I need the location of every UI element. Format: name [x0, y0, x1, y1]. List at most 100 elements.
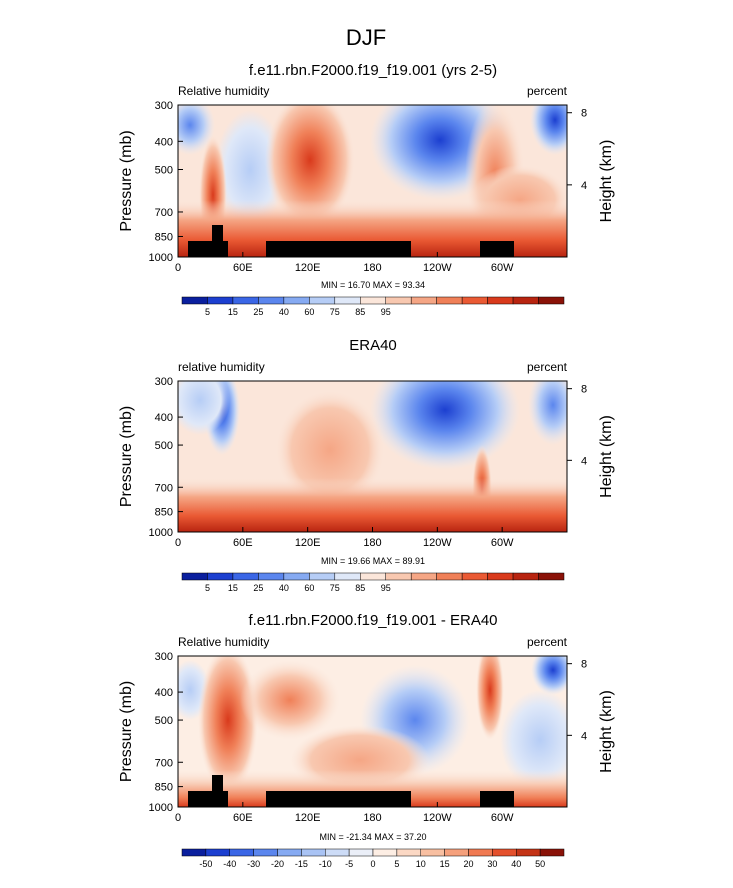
colorbar-label: 60: [304, 583, 314, 593]
y-tick-label: 300: [155, 100, 173, 112]
height-axis-title: Height (km): [598, 690, 615, 773]
colorbar-label: 40: [511, 859, 521, 869]
colorbar-label: -15: [295, 859, 308, 869]
colorbar-label: 75: [330, 583, 340, 593]
panel-title: f.e11.rbn.F2000.f19_f19.001 (yrs 2-5): [249, 62, 497, 79]
y-tick-label: 700: [155, 482, 173, 494]
x-tick-label: 120E: [295, 262, 321, 274]
colorbar-swatch: [516, 848, 541, 857]
colorbar-swatch: [410, 572, 437, 581]
height-tick-label: 8: [581, 108, 587, 120]
colorbar-swatch: [229, 848, 254, 857]
colorbar-swatch: [253, 848, 278, 857]
colorbar-swatch: [258, 572, 285, 581]
x-tick-label: 60W: [491, 262, 514, 274]
contour-field: [178, 381, 567, 532]
colorbar-label: -40: [223, 859, 236, 869]
y-axis-title: Pressure (mb): [118, 130, 135, 231]
colorbar-swatch: [309, 572, 336, 581]
colorbar-swatch: [232, 572, 259, 581]
colorbar-label: 20: [463, 859, 473, 869]
y-tick-label: 300: [155, 376, 173, 388]
y-tick-label: 700: [155, 207, 173, 219]
colorbar-label: 15: [228, 307, 238, 317]
x-tick-label: 60W: [491, 812, 514, 824]
min-max-stats: MIN = 19.66 MAX = 89.91: [321, 556, 425, 566]
colorbar-swatch: [461, 572, 488, 581]
colorbar-swatch: [385, 572, 412, 581]
colorbar-label: 40: [279, 307, 289, 317]
x-tick-label: 60E: [233, 537, 253, 549]
colorbar: 5 15 25 40 60 75 85 95: [181, 296, 565, 317]
colorbar-label: 75: [330, 307, 340, 317]
x-tick-label: 60W: [491, 537, 514, 549]
x-tick-label: 180: [363, 262, 381, 274]
terrain-mask: [188, 225, 514, 257]
x-tick-label: 120E: [295, 537, 321, 549]
y-tick-label: 400: [155, 412, 173, 424]
y-tick-label: 700: [155, 757, 173, 769]
colorbar-swatch: [492, 848, 517, 857]
colorbar-label: -50: [199, 859, 212, 869]
left-label: Relative humidity: [178, 635, 269, 649]
y-tick-label: 1000: [149, 802, 173, 814]
colorbar-label: 95: [381, 307, 391, 317]
height-tick-label: 8: [581, 384, 587, 396]
y-tick-label: 300: [155, 651, 173, 663]
colorbar-label: 5: [205, 307, 210, 317]
colorbar-swatch: [410, 296, 437, 305]
colorbar-swatch: [348, 848, 374, 857]
y-axis-title: Pressure (mb): [118, 406, 135, 507]
colorbar-label: -30: [247, 859, 260, 869]
colorbar-swatch: [283, 296, 310, 305]
colorbar-label: 95: [381, 583, 391, 593]
colorbar-swatch: [181, 848, 207, 857]
colorbar-swatch: [538, 296, 565, 305]
contour-field: [178, 656, 567, 807]
colorbar-swatch: [385, 296, 412, 305]
colorbar-swatch: [181, 296, 208, 305]
x-tick-label: 180: [363, 537, 381, 549]
colorbar: -50 -40 -30 -20 -15 -10 -5 0 5 10 15 20 30 40 50: [181, 848, 565, 869]
colorbar-swatch: [538, 572, 565, 581]
colorbar-label: 60: [304, 307, 314, 317]
height-axis-title: Height (km): [598, 415, 615, 498]
x-tick-label: 120W: [423, 537, 452, 549]
colorbar-label: 25: [253, 583, 263, 593]
colorbar-swatch: [461, 296, 488, 305]
y-tick-label: 500: [155, 164, 173, 176]
y-tick-label: 850: [155, 231, 173, 243]
colorbar-swatch: [420, 848, 445, 857]
height-tick-label: 4: [581, 180, 587, 192]
terrain-mask: [188, 775, 514, 807]
left-label: relative humidity: [178, 360, 265, 374]
y-tick-label: 850: [155, 507, 173, 519]
x-tick-label: 0: [175, 812, 181, 824]
y-tick-label: 1000: [149, 527, 173, 539]
height-tick-label: 4: [581, 455, 587, 467]
colorbar-swatch: [207, 296, 234, 305]
colorbar-label: 15: [228, 583, 238, 593]
x-tick-label: 120W: [423, 262, 452, 274]
panel-era40: ERA40 relative humidity percent 0 60E 120E…: [118, 337, 615, 593]
colorbar-label: 85: [355, 307, 365, 317]
colorbar-swatch: [512, 572, 539, 581]
height-axis-title: Height (km): [598, 140, 615, 223]
colorbar-label: 15: [440, 859, 450, 869]
panel-title: f.e11.rbn.F2000.f19_f19.001 - ERA40: [248, 612, 497, 629]
left-label: Relative humidity: [178, 84, 269, 98]
colorbar-swatch: [181, 572, 208, 581]
colorbar-swatch: [436, 296, 463, 305]
colorbar-label: 0: [370, 859, 375, 869]
right-label: percent: [527, 635, 568, 649]
colorbar-swatch: [360, 296, 386, 305]
colorbar-swatch: [468, 848, 493, 857]
y-axis-title: Pressure (mb): [118, 681, 135, 782]
colorbar-swatch: [309, 296, 336, 305]
colorbar-swatch: [283, 572, 310, 581]
colorbar-swatch: [301, 848, 326, 857]
y-tick-label: 1000: [149, 252, 173, 264]
y-tick-label: 500: [155, 440, 173, 452]
colorbar-label: 10: [416, 859, 426, 869]
